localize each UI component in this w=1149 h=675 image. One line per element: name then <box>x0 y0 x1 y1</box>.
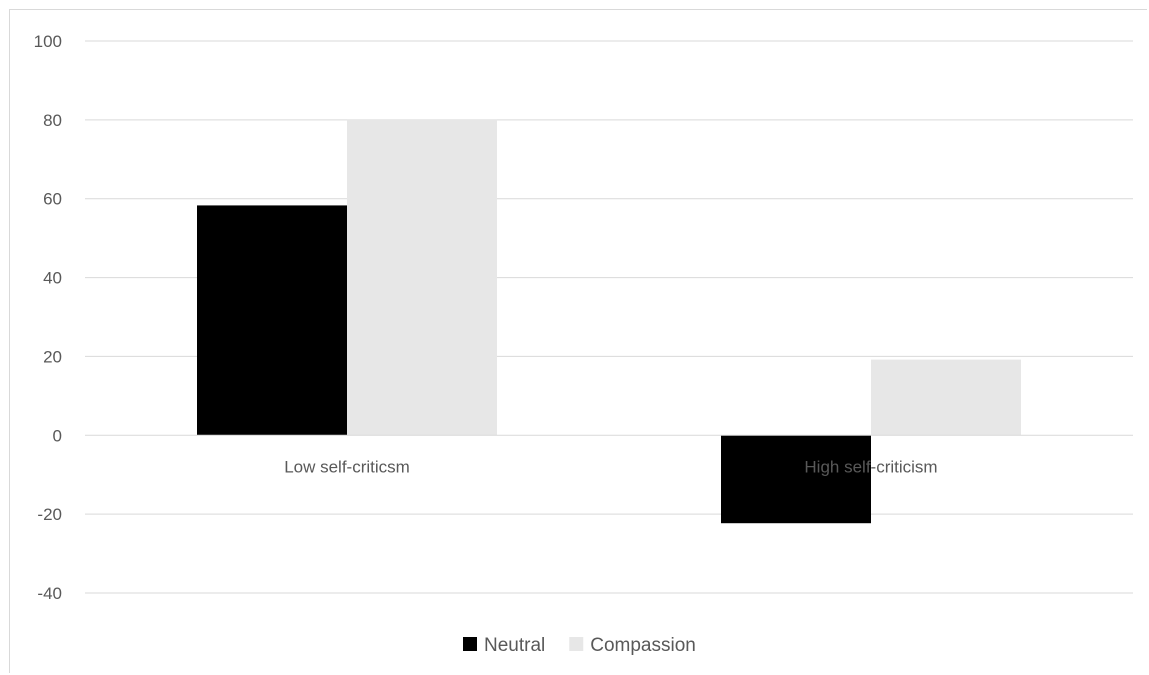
legend-swatch-neutral <box>463 637 477 651</box>
y-tick-label: 100 <box>34 32 62 51</box>
legend-label-compassion: Compassion <box>590 635 696 656</box>
bar-neutral-1 <box>197 205 347 436</box>
y-tick-label: 80 <box>43 111 62 130</box>
gridlines <box>85 40 1133 594</box>
chart-frame <box>9 9 1147 673</box>
legend: Neutral Compassion <box>463 635 696 656</box>
bar-compassion-1 <box>347 119 497 436</box>
category-labels: Low self-criticsm High self-criticism <box>284 457 937 476</box>
bars <box>197 119 1021 524</box>
y-tick-label: -20 <box>37 505 62 524</box>
legend-swatch-compassion <box>569 637 584 651</box>
legend-label-neutral: Neutral <box>484 635 545 656</box>
category-label: Low self-criticsm <box>284 457 410 476</box>
category-label: High self-criticism <box>804 457 937 476</box>
y-tick-label: 0 <box>53 426 62 445</box>
y-tick-label: 60 <box>43 190 62 209</box>
y-tick-label: 40 <box>43 269 62 288</box>
y-tick-label: 20 <box>43 347 62 366</box>
y-axis-tick-labels: -40 -20 0 20 40 60 80 100 <box>34 32 62 603</box>
y-tick-label: -40 <box>37 584 62 603</box>
bar-neutral-2 <box>721 435 871 524</box>
bar-compassion-2 <box>871 359 1021 436</box>
